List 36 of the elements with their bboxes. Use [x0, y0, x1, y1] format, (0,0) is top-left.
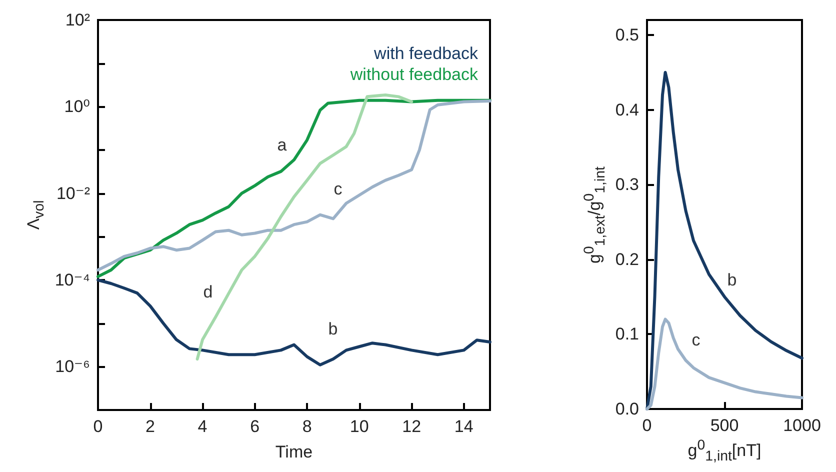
line-series	[646, 70, 804, 410]
annotation: a	[277, 136, 288, 154]
y-tick-label: 10⁻⁶	[55, 357, 90, 376]
line-series	[96, 278, 492, 366]
y-tick-label: 0.4	[615, 100, 639, 120]
x-tick-label: 14	[454, 417, 474, 436]
y-tick-label: 10⁻⁴	[54, 270, 90, 290]
x-tick-label: 12	[402, 417, 422, 436]
annotation: d	[203, 282, 213, 302]
y-tick-label: 0.1	[615, 324, 639, 344]
x-tick-label: 0	[93, 417, 103, 436]
annotation: b	[727, 270, 737, 290]
y-tick-label: 0.3	[615, 175, 639, 194]
y-tick-label: 0.0	[615, 400, 639, 418]
annotation: c	[692, 330, 701, 350]
x-tick-label: 6	[250, 417, 260, 436]
x-tick-label: 2	[146, 417, 155, 436]
line-series	[646, 318, 804, 410]
x-tick-label: 4	[198, 417, 208, 436]
text: with feedback	[373, 44, 478, 63]
x-tick-label: 0	[642, 416, 652, 435]
y-tick-label: 10⁰	[64, 97, 90, 116]
x-axis-title: g$^{0}$$_{1,int}$[nT]	[688, 437, 762, 464]
line-series	[196, 93, 414, 361]
x-tick-label: 1000	[783, 416, 821, 435]
annotation: c	[334, 180, 343, 198]
x-tick-label: 8	[302, 417, 312, 436]
y-tick-label: 0.5	[615, 25, 639, 44]
y-tick-label: 0.2	[615, 250, 639, 269]
x-tick-label: 10	[350, 417, 369, 436]
series-label: without feedback	[349, 65, 478, 84]
y-tick-label: 10²	[65, 10, 90, 30]
y-tick-label: 10⁻²	[56, 184, 90, 203]
annotation: b	[328, 320, 338, 338]
x-tick-label: 500	[710, 416, 739, 435]
x-axis-title: Time	[275, 442, 313, 462]
